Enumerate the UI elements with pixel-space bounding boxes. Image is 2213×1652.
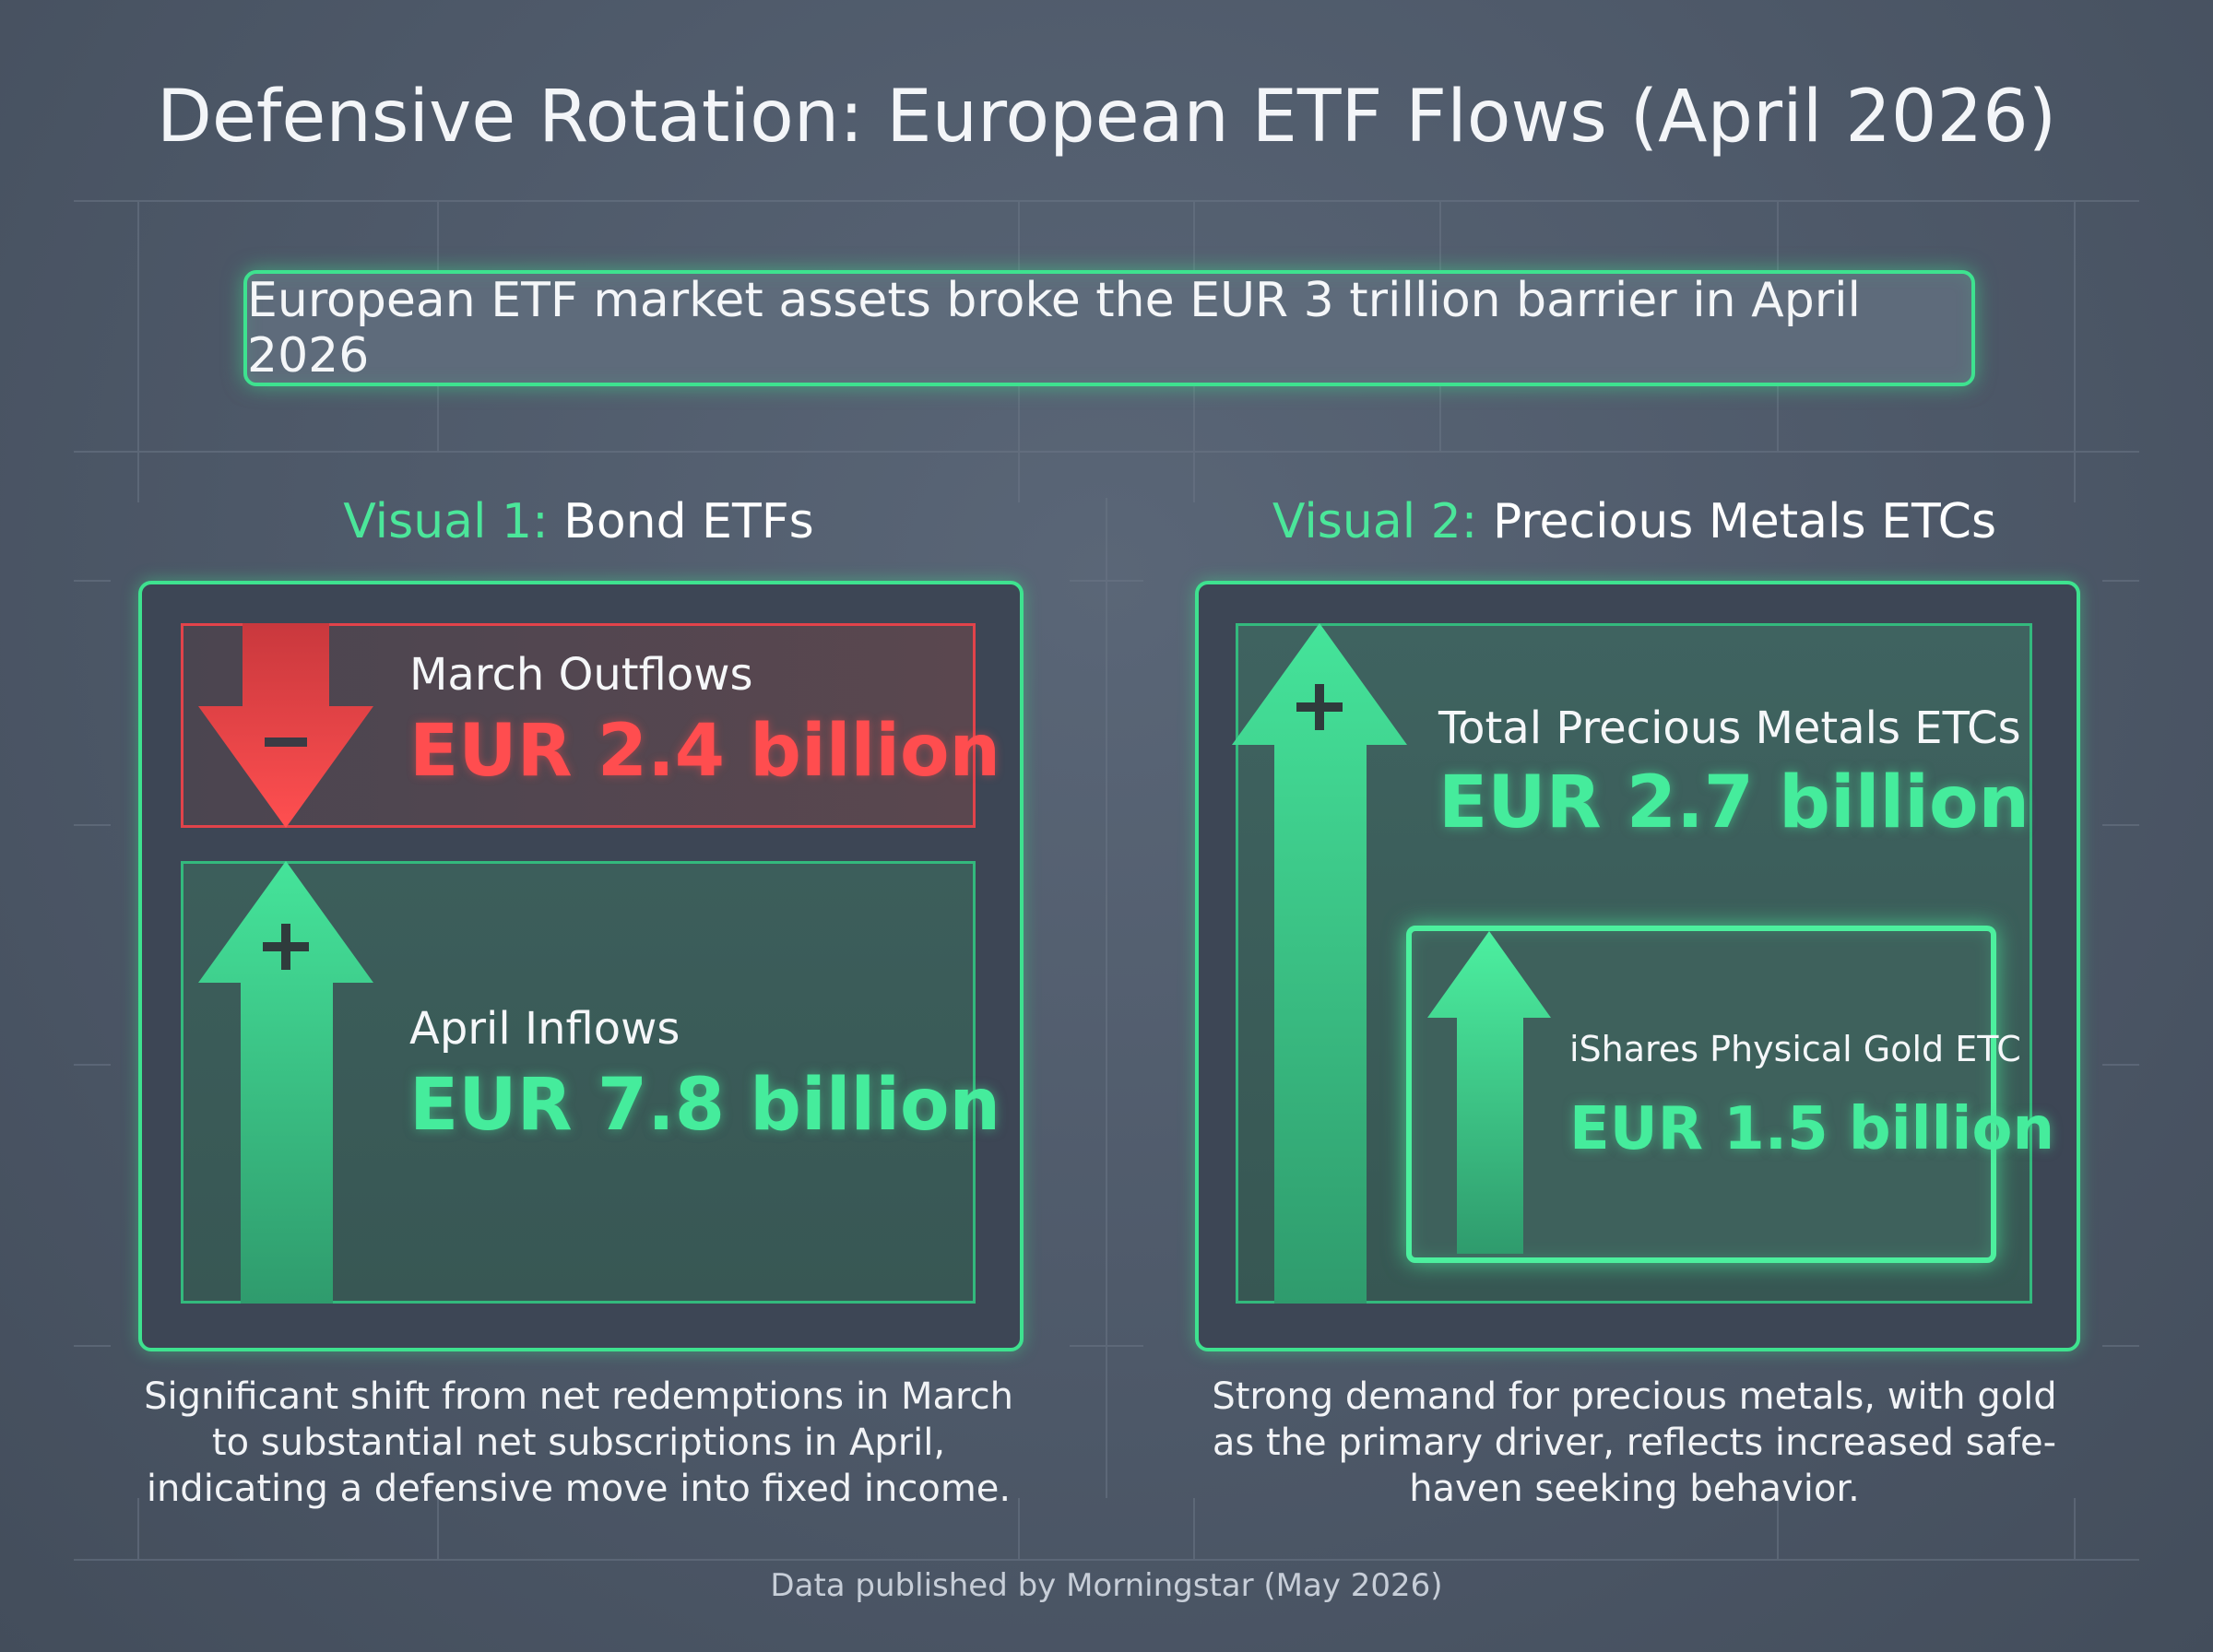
- source-footer: Data published by Morningstar (May 2026): [770, 1567, 1443, 1604]
- headline-banner: European ETF market assets broke the EUR…: [243, 270, 1975, 386]
- visual2-caption: Strong demand for precious metals, with …: [1212, 1375, 2057, 1510]
- april-inflows-value: EUR 7.8 billion: [409, 1064, 1001, 1147]
- banner-text: European ETF market assets broke the EUR…: [247, 273, 1861, 384]
- visual2-heading: Visual 2: Precious Metals ETCs: [1194, 494, 2075, 549]
- total-precious-metals-label: Total Precious Metals ETCs: [1438, 702, 2021, 754]
- plus-icon: [263, 924, 309, 970]
- minus-icon: [265, 738, 307, 747]
- total-precious-metals-value: EUR 2.7 billion: [1438, 761, 2030, 844]
- up-arrow-icon: [198, 861, 373, 1304]
- total-up-arrow-icon: [1232, 623, 1407, 1304]
- plus-icon: [1296, 684, 1343, 730]
- visual1-caption: Significant shift from net redemptions i…: [144, 1375, 1013, 1510]
- april-inflows-label: April Inflows: [409, 1003, 680, 1055]
- visual1-heading: Visual 1: Bond ETFs: [138, 494, 1019, 549]
- visual1-prefix: Visual 1:: [343, 494, 549, 549]
- gold-etc-label: iShares Physical Gold ETC: [1569, 1029, 2021, 1069]
- visual2-title: Precious Metals ETCs: [1492, 494, 1997, 549]
- visual2-prefix: Visual 2:: [1272, 494, 1478, 549]
- march-outflows-value: EUR 2.4 billion: [409, 710, 1001, 793]
- visual1-title: Bond ETFs: [563, 494, 814, 549]
- page-title: Defensive Rotation: European ETF Flows (…: [156, 76, 2057, 159]
- down-arrow-icon: [198, 623, 373, 828]
- march-outflows-label: March Outflows: [409, 649, 753, 701]
- gold-etc-value: EUR 1.5 billion: [1569, 1095, 2054, 1163]
- gold-up-arrow-icon: [1427, 931, 1551, 1254]
